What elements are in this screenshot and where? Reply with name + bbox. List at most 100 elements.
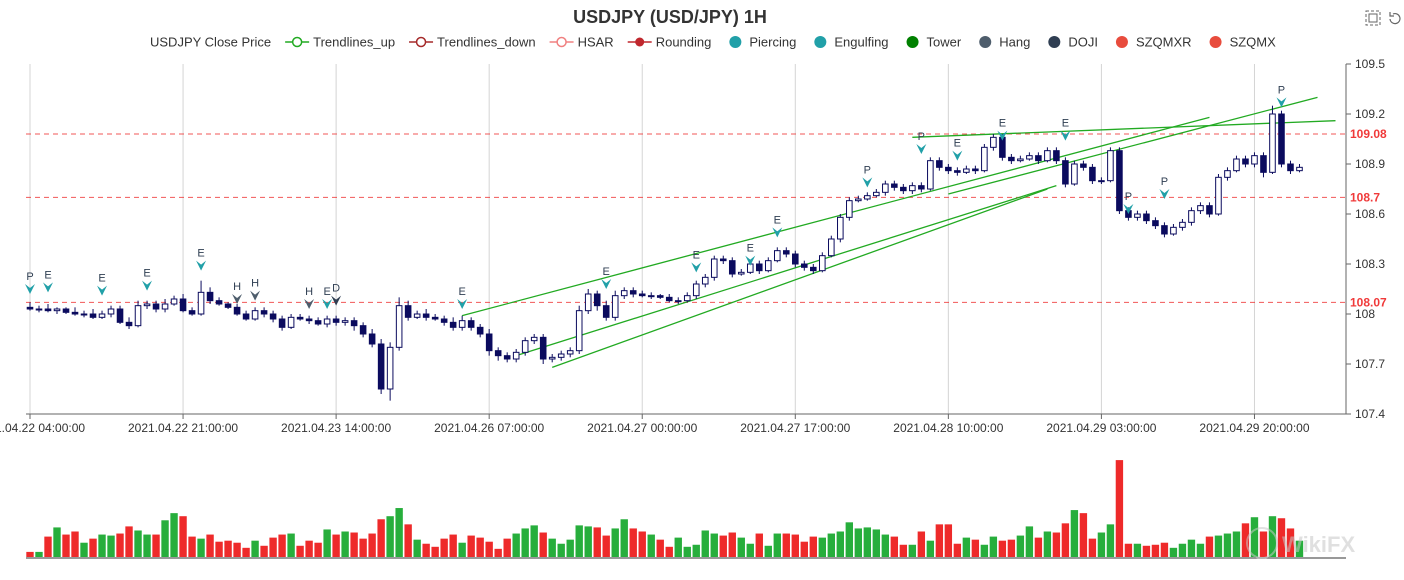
candle: [278, 315, 286, 331]
candle: [701, 274, 709, 288]
candle-body-up: [1224, 170, 1231, 178]
candle-body-down: [404, 305, 412, 318]
volume-bar: [917, 531, 926, 557]
candle-body-down: [62, 308, 70, 313]
candle: [1179, 219, 1186, 231]
legend-label: Piercing: [749, 35, 796, 50]
candle-body-up: [107, 308, 115, 315]
volume-bar: [1223, 533, 1232, 557]
volume-bar: [548, 538, 556, 557]
candle-body-down: [954, 170, 961, 173]
signal-label: E: [197, 248, 204, 260]
candle-body-down: [152, 303, 160, 310]
legend-label: Rounding: [656, 35, 712, 50]
candle: [954, 167, 961, 176]
volume-bar: [62, 534, 70, 557]
volume-bar: [1124, 543, 1133, 557]
signal-p: P: [862, 164, 873, 188]
candle-body-up: [846, 200, 853, 218]
candle: [737, 269, 745, 276]
volume-bar: [368, 533, 376, 557]
candle-body-down: [269, 313, 277, 320]
candle-body-down: [314, 320, 322, 325]
volume-bar: [998, 540, 1007, 557]
volume-bar: [206, 534, 214, 557]
volume-bar: [233, 542, 241, 557]
signal-label: E: [98, 273, 105, 285]
volume-bar: [1079, 513, 1088, 557]
candle-body-up: [458, 320, 466, 328]
volume-bar: [629, 528, 637, 557]
candle: [188, 307, 196, 316]
volume-bar: [593, 527, 601, 557]
candle-body-up: [1215, 176, 1222, 215]
candle-body-down: [368, 333, 376, 345]
zoom-reset-icon[interactable]: [1389, 12, 1401, 25]
candle: [1116, 147, 1123, 214]
signal-label: H: [233, 281, 241, 293]
candle: [927, 157, 934, 191]
volume-bar: [179, 516, 187, 557]
candle-body-down: [1242, 158, 1249, 165]
legend-item-rounding: Rounding: [627, 35, 712, 50]
horizontal-levels: 109.08 108.7 108.07: [26, 127, 1387, 309]
candle: [1053, 147, 1060, 164]
volume-bar: [197, 538, 205, 557]
signal-e: E: [952, 138, 963, 161]
volume-bar: [575, 525, 583, 557]
candle: [755, 260, 763, 274]
candle-body-up: [134, 305, 142, 327]
volume-bar: [305, 540, 313, 557]
candle-body-down: [332, 318, 340, 323]
volume-bar: [458, 542, 466, 557]
volume-bar: [395, 508, 403, 557]
signal-e: E: [97, 273, 108, 296]
volume-bar: [944, 524, 953, 557]
candle: [1035, 152, 1042, 164]
candle-body-down: [278, 318, 286, 328]
candle-body-down: [422, 313, 430, 318]
candle: [548, 354, 556, 363]
candle: [665, 294, 673, 303]
candle: [936, 157, 943, 171]
candle: [1278, 110, 1285, 168]
volume-bar: [134, 530, 142, 557]
candle-body-down: [945, 166, 952, 172]
volume-bar: [638, 531, 646, 557]
candle-body-up: [764, 260, 772, 272]
candle-body-down: [891, 183, 898, 188]
signal-label: E: [774, 214, 781, 226]
candle: [647, 292, 655, 299]
candle: [602, 300, 610, 321]
signal-label: E: [458, 286, 465, 298]
signal-arrow: [331, 295, 342, 306]
volume-bar: [773, 533, 781, 557]
volume-bar: [818, 537, 826, 557]
candle: [1296, 164, 1303, 173]
candle: [945, 164, 952, 174]
signal-arrow: [457, 299, 468, 309]
level-label: 108.7: [1350, 190, 1380, 204]
candle-body-down: [1206, 205, 1213, 215]
volume-bar: [170, 513, 178, 557]
volume-bar: [728, 532, 736, 557]
legend-label: Tower: [927, 35, 962, 50]
candle-body-up: [1188, 210, 1195, 223]
volume-bar: [1088, 538, 1097, 557]
volume-bar: [602, 535, 610, 557]
candle-body-up: [1296, 166, 1303, 172]
volume-bar: [476, 537, 484, 557]
volume-bar: [314, 542, 322, 557]
legend-label: SZQMXR: [1136, 35, 1192, 50]
candle-body-down: [801, 263, 808, 268]
candle-body-up: [963, 168, 970, 173]
chart-title: USDJPY (USD/JPY) 1H: [573, 7, 767, 27]
zoom-select-icon[interactable]: [1365, 10, 1381, 26]
volume-bar: [1241, 523, 1250, 557]
candle: [215, 297, 223, 306]
candle-body-down: [602, 305, 610, 318]
candle: [801, 260, 808, 271]
volume-bar: [809, 536, 817, 557]
signal-label: D: [332, 283, 340, 295]
x-tick-label: 2021.04.26 07:00:00: [434, 421, 544, 435]
